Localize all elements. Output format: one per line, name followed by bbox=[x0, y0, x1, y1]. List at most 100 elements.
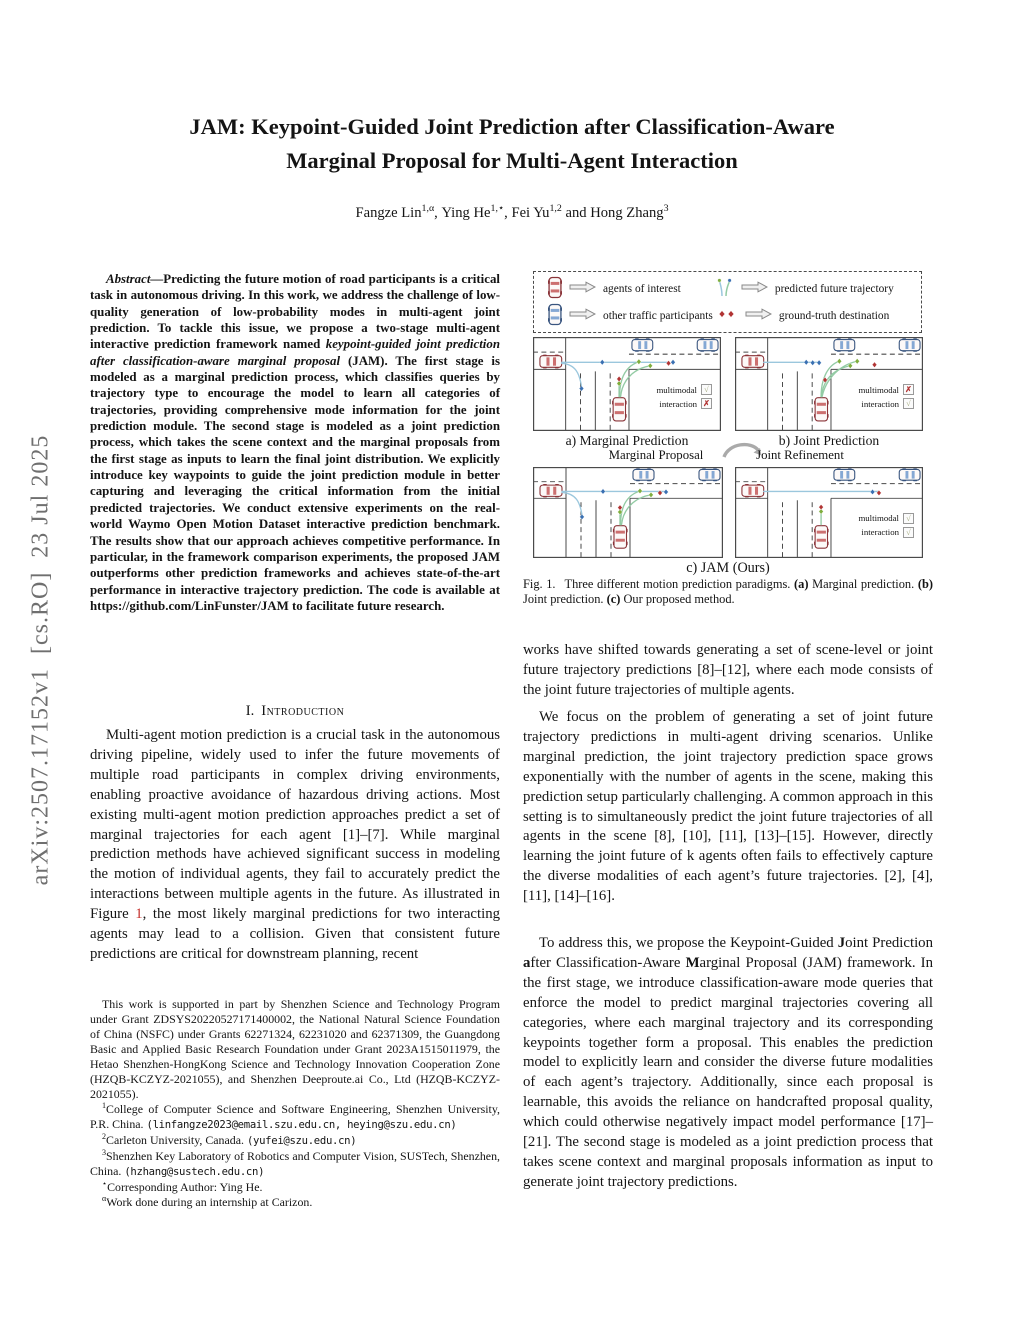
footnote: 1College of Computer Science and Softwar… bbox=[90, 1101, 500, 1133]
author-name: Hong Zhang bbox=[590, 205, 664, 221]
caption-segment: Joint prediction. bbox=[523, 592, 607, 607]
multimodal-label: multimodal bbox=[656, 384, 697, 395]
checkmark-icon: √ bbox=[903, 398, 914, 409]
figure-1: agents of interest predicted future traje… bbox=[523, 271, 933, 576]
panel-b-caption: b) Joint Prediction bbox=[778, 433, 880, 448]
author-name: Ying He bbox=[441, 205, 491, 221]
body-text: arginal Proposal (JAM) framework. In the… bbox=[523, 954, 933, 1190]
legend-label: predicted future trajectory bbox=[774, 282, 894, 295]
caption-segment: Our proposed method. bbox=[620, 592, 735, 607]
multimodal-flag: multimodal ✗ bbox=[858, 384, 914, 395]
legend-arrow-icon bbox=[569, 308, 597, 323]
mode-flags: multimodal √ interaction ✗ bbox=[656, 384, 712, 412]
car-red-icon bbox=[547, 276, 563, 302]
left-column: Abstract—Predicting the future motion of… bbox=[90, 271, 500, 1325]
body-paragraph: works have shifted towards generating a … bbox=[523, 642, 933, 698]
abstract-label: Abstract— bbox=[106, 272, 164, 286]
interaction-label: interaction bbox=[659, 398, 697, 409]
mode-flags: multimodal √ interaction √ bbox=[858, 512, 914, 541]
body-paragraph: To address this, we propose the Keypoint… bbox=[523, 934, 933, 1193]
mode-flags: multimodal ✗ interaction √ bbox=[858, 384, 914, 412]
footnote: 3Shenzhen Key Laboratory of Robotics and… bbox=[90, 1148, 500, 1180]
footnote-text: Work done during an internship at Carizo… bbox=[106, 1195, 313, 1209]
cross-icon: ✗ bbox=[903, 384, 914, 395]
body-text: M bbox=[685, 954, 700, 971]
author-separator: , bbox=[504, 205, 512, 221]
caption-segment: (a) bbox=[794, 577, 809, 591]
multimodal-label: multimodal bbox=[858, 384, 899, 395]
footnote-marker: ⋆ bbox=[102, 1179, 108, 1189]
body-text: a bbox=[523, 954, 531, 971]
multimodal-flag: multimodal √ bbox=[858, 512, 914, 524]
author-affiliation-sup: 1,⋆ bbox=[490, 203, 505, 215]
author-separator: and bbox=[561, 205, 591, 221]
abstract-text: Predicting the future motion of road par… bbox=[90, 272, 500, 352]
arxiv-watermark: arXiv:2507.17152v1 [cs.RO] 23 Jul 2025 bbox=[27, 434, 54, 886]
cross-icon: ✗ bbox=[701, 398, 712, 409]
intro-paragraph: Multi-agent motion prediction is a cruci… bbox=[90, 726, 500, 965]
footnote-text: This work is supported in part by Shenzh… bbox=[90, 997, 500, 1101]
legend-item: ground-truth destination bbox=[716, 303, 913, 329]
footnote-email: (linfangze2023@email.szu.edu.cn, heying@… bbox=[146, 1119, 457, 1131]
figure-legend: agents of interest predicted future traje… bbox=[533, 271, 922, 333]
author-affiliation-sup: 1,2 bbox=[549, 203, 562, 215]
curved-arrow-icon bbox=[722, 442, 762, 458]
caption-segment: (b) bbox=[917, 577, 933, 591]
footnote-text: Corresponding Author: Ying He. bbox=[107, 1180, 263, 1194]
footnote: ⋆Corresponding Author: Ying He. bbox=[90, 1179, 500, 1195]
author-line: Fangze Lin1,α, Ying He1,⋆, Fei Yu1,2 and… bbox=[0, 203, 1024, 222]
footnote-email: (yufei@szu.edu.cn) bbox=[246, 1135, 357, 1147]
footnote: 2Carleton University, Canada. (yufei@szu… bbox=[90, 1132, 500, 1149]
author-separator: , bbox=[434, 205, 442, 221]
body-text: oint Prediction bbox=[845, 935, 933, 951]
footnote-text: Carleton University, Canada. bbox=[106, 1133, 247, 1147]
abstract: Abstract—Predicting the future motion of… bbox=[90, 271, 500, 614]
panel-marginal-prediction: multimodal √ interaction ✗ bbox=[533, 337, 721, 431]
legend-arrow-icon bbox=[741, 281, 768, 296]
abstract-framework-name: keypoint-guided joint prediction after c… bbox=[90, 337, 501, 368]
interaction-label: interaction bbox=[861, 398, 899, 409]
legend-label: other traffic participants bbox=[603, 309, 713, 322]
panel-a-caption: a) Marginal Prediction bbox=[565, 433, 689, 448]
footnote-email: (hzhang@sustech.edu.cn) bbox=[124, 1166, 265, 1178]
paper-title: JAM: Keypoint-Guided Joint Prediction af… bbox=[0, 110, 1024, 178]
body-text: fter Classification-Aware bbox=[530, 954, 686, 971]
footnote-text: Shenzhen Key Laboratory of Robotics and … bbox=[90, 1149, 500, 1178]
figure-caption: Fig. 1. Three different motion prediction… bbox=[523, 577, 933, 607]
caption-segment: (c) bbox=[606, 592, 621, 607]
panel-jam-joint-refinement: multimodal √ interaction √ bbox=[735, 467, 923, 558]
panel-jam-marginal-proposal bbox=[533, 467, 723, 558]
interaction-flag: interaction √ bbox=[858, 526, 914, 538]
legend-item: other traffic participants bbox=[547, 303, 716, 329]
multimodal-label: multimodal bbox=[858, 513, 899, 523]
caption-segment: Three different motion prediction paradi… bbox=[564, 577, 794, 591]
panel-c-caption: c) JAM (Ours) bbox=[686, 560, 770, 576]
title-line2: Marginal Proposal for Multi-Agent Intera… bbox=[286, 148, 738, 173]
joint-refinement-label: Joint Refinement bbox=[756, 448, 844, 462]
footnotes: This work is supported in part by Shenzh… bbox=[90, 997, 500, 1210]
footnote-marker: 2 bbox=[102, 1132, 107, 1142]
caption-segment: Marginal prediction. bbox=[808, 577, 918, 591]
caption-segment: Fig. 1. bbox=[523, 577, 556, 591]
interaction-label: interaction bbox=[861, 527, 899, 537]
footnote-text: College of Computer Science and Software… bbox=[90, 1102, 500, 1131]
body-text: J bbox=[837, 935, 846, 951]
github-link[interactable]: https://github.com/LinFunster/JAM bbox=[90, 598, 289, 613]
checkmark-icon: √ bbox=[903, 512, 914, 524]
legend-label: ground-truth destination bbox=[778, 309, 890, 322]
legend-item: agents of interest bbox=[547, 276, 716, 302]
legend-arrow-icon bbox=[569, 281, 597, 296]
right-column: agents of interest predicted future traje… bbox=[523, 271, 933, 1325]
abstract-text: to facilitate future research. bbox=[288, 598, 445, 613]
author-name: Fangze Lin bbox=[355, 205, 422, 221]
abstract-text: (JAM). The first stage is modeled as a m… bbox=[90, 353, 500, 597]
footnote-marker: 3 bbox=[102, 1148, 107, 1158]
intro-text: Multi-agent motion prediction is a cruci… bbox=[90, 727, 500, 923]
title-line1: JAM: Keypoint-Guided Joint Prediction af… bbox=[189, 114, 835, 139]
panel-joint-prediction: multimodal ✗ interaction √ bbox=[735, 337, 923, 431]
author-affiliation-sup: 1,α bbox=[421, 203, 435, 215]
author-name: Fei Yu bbox=[511, 205, 550, 221]
legend-item: predicted future trajectory bbox=[716, 276, 913, 302]
figure-1-reference[interactable]: 1 bbox=[135, 906, 143, 923]
